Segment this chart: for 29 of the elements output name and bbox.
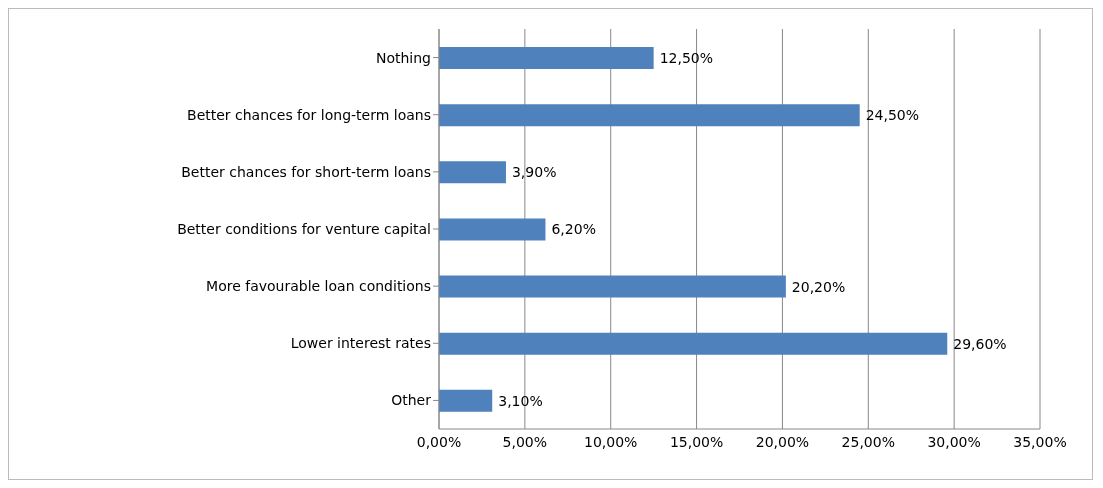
- data-label: 3,10%: [498, 392, 543, 409]
- x-tick-label: 20,00%: [755, 433, 810, 450]
- bar: [439, 389, 493, 412]
- bar: [439, 275, 786, 298]
- x-tick-label: 25,00%: [841, 433, 895, 450]
- data-label: 29,60%: [953, 335, 1007, 352]
- data-label: 12,50%: [659, 50, 714, 66]
- x-tick-label: 15,00%: [669, 433, 724, 450]
- x-tick-label: 35,00%: [1013, 433, 1067, 450]
- y-tick-label: Better conditions for venture capital: [177, 220, 431, 237]
- x-tick-label: 10,00%: [584, 433, 638, 450]
- bar: [439, 218, 546, 241]
- y-tick-label: More favourable loan conditions: [206, 278, 431, 295]
- y-tick-label: Better chances for long-term loans: [187, 106, 431, 123]
- y-tick-label: Nothing: [375, 49, 431, 66]
- bar: [439, 47, 654, 69]
- bar: [439, 332, 948, 355]
- data-label: 20,20%: [791, 278, 846, 295]
- y-tick-label: Other: [391, 392, 432, 409]
- data-label: 24,50%: [865, 107, 920, 124]
- bar: [439, 161, 506, 184]
- x-tick-label: 5,00%: [502, 433, 548, 450]
- data-label: 3,90%: [511, 164, 557, 181]
- bar: [439, 104, 860, 127]
- x-tick-label: 30,00%: [927, 433, 981, 450]
- y-tick-label: Better chances for short-term loans: [181, 163, 431, 180]
- x-tick-label: 0,00%: [416, 433, 462, 450]
- y-tick-label: Lower interest rates: [290, 335, 431, 352]
- data-label: 6,20%: [551, 221, 596, 238]
